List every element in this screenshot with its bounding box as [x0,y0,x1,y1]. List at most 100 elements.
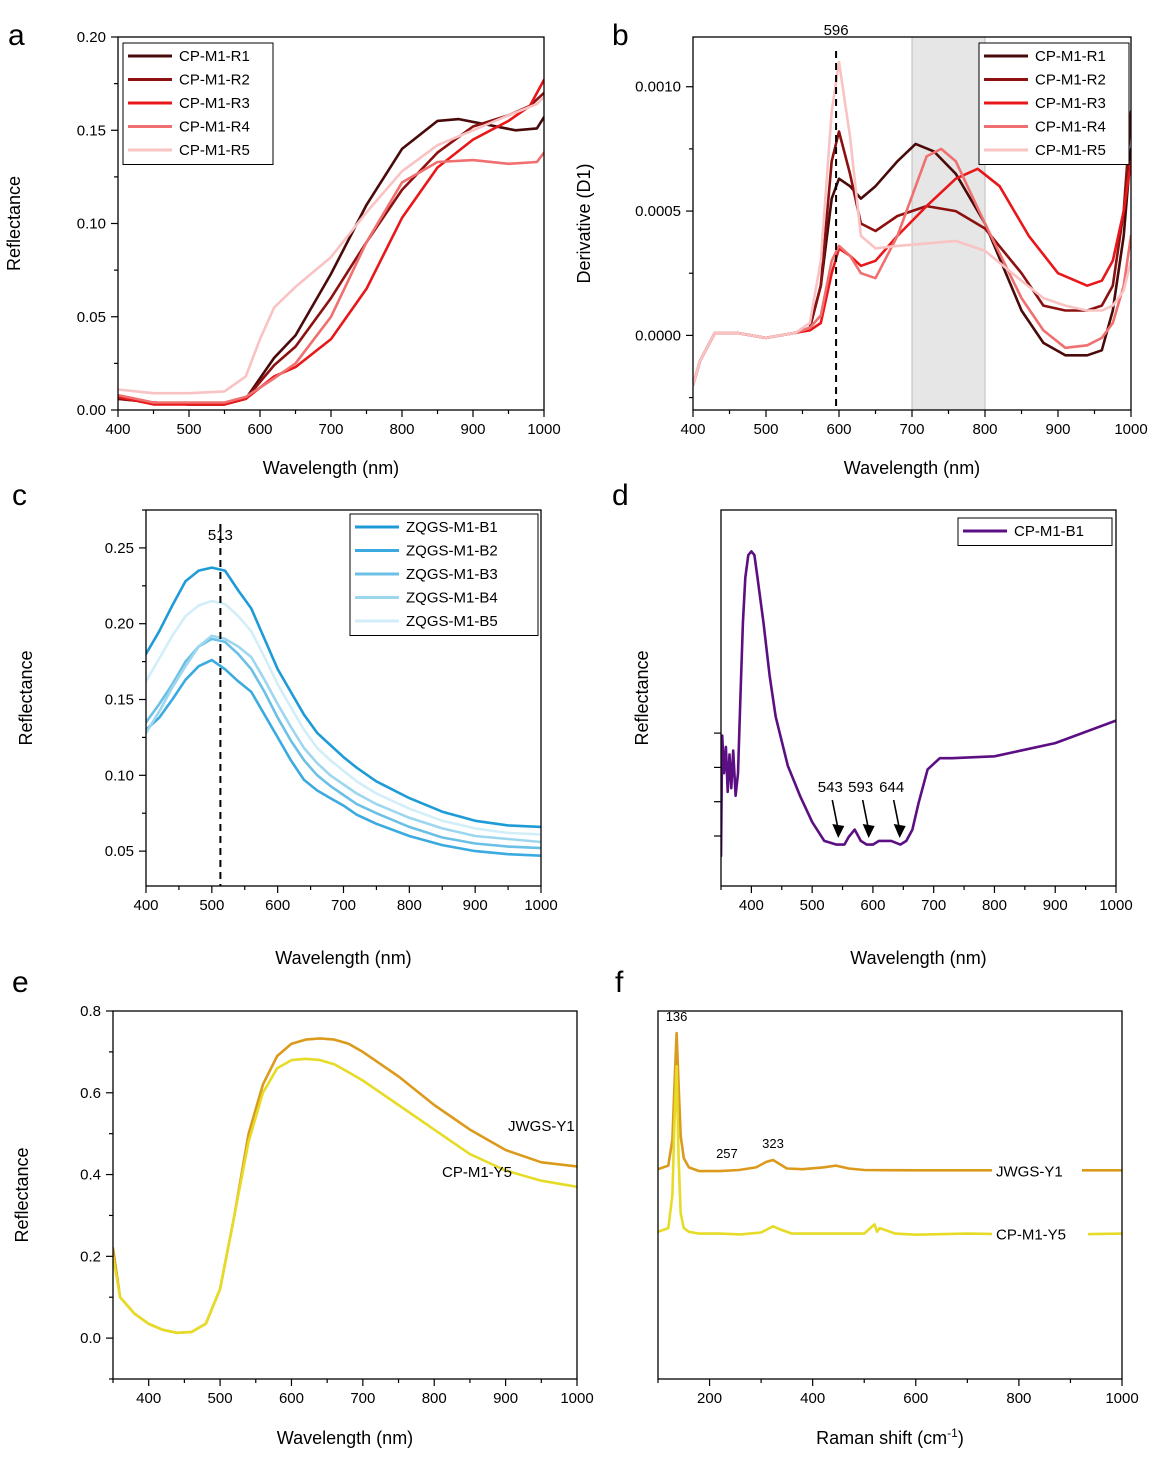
x-tick-label: 400 [739,897,764,914]
y-axis-title: Reflectance [632,650,652,745]
legend-label: CP-M1-R5 [179,142,250,159]
series-group [146,566,541,857]
legend-label: CP-M1-R1 [179,48,250,65]
x-tick-label: 1000 [524,897,557,914]
series-group [113,1037,577,1335]
x-axis-title-sup: -1 [947,1426,958,1440]
y-tick-label: 0.05 [77,309,106,326]
x-tick-label: 500 [199,897,224,914]
y-tick-label: 0.10 [105,767,134,784]
y-axis-title: Reflectance [12,1147,32,1242]
x-tick-label: 800 [982,897,1007,914]
series-line-JWGS-Y1 [113,1037,577,1335]
x-tick-label: 800 [1006,1390,1031,1407]
x-tick-label: 500 [176,421,201,438]
legend: CP-M1-B1 [957,517,1113,546]
x-tick-label: 1000 [1105,1390,1138,1407]
legend-label: ZQGS-M1-B2 [406,543,498,560]
y-tick-label: 0.15 [105,692,134,709]
legend-label: CP-M1-B1 [1014,523,1084,540]
plot-frame [657,1010,1123,1380]
x-tick-label: 800 [397,897,422,914]
y-tick-label: 0.8 [80,1003,101,1020]
y-tick-label: 0.4 [80,1167,101,1184]
chart-panel-a: a 400 500 600 700 800 900 1000 0.00 0.05 0.10 0.15 0… [4,19,561,478]
arrow-label: 593 [848,779,873,796]
y-tick-label: 0.0000 [635,327,681,344]
series-label: JWGS-Y1 [996,1163,1063,1180]
x-tick-label: 900 [460,421,485,438]
peak-label: 323 [762,1136,784,1151]
x-axis-title: Raman shift (cm-1) [816,1426,964,1448]
x-tick-label: 500 [208,1390,233,1407]
x-tick-label: 800 [422,1390,447,1407]
y-tick-label: 0.25 [105,540,134,557]
x-tick-label: 500 [753,421,778,438]
chart-panel-b: b 596 400 500 600 700 800 900 1000 0.0000 0.0005 0.… [574,19,1148,478]
legend-label: ZQGS-M1-B3 [406,566,498,583]
series-line-ZQGS-M1-B2 [146,658,541,857]
label-bg [992,1221,1088,1246]
series-group [721,550,1116,858]
legend-label: ZQGS-M1-B5 [406,613,498,630]
panel-letter-b: b [612,19,629,52]
marker-label: 513 [208,527,233,544]
y-tick-label: 0.20 [105,616,134,633]
y-tick-label: 0.0010 [635,79,681,96]
arrow-label: 644 [879,779,904,796]
x-tick-label: 400 [800,1390,825,1407]
x-tick-label: 1000 [560,1390,593,1407]
series-group [118,78,544,406]
arrow-label: 543 [818,779,843,796]
y-axis-title: Reflectance [16,650,36,745]
legend-box [957,517,1113,546]
legend-label: CP-M1-R3 [179,95,250,112]
y-tick-label: 0.05 [105,843,134,860]
chart-panel-e: e 400 500 600 700 800 900 1000 0.0 0.2 0.4 0.6 0.8 Wa… [12,966,594,1448]
peak-label: 257 [716,1146,738,1161]
marker-label: 596 [824,22,849,39]
x-tick-label: 900 [1045,421,1070,438]
chart-panel-d: d 543 593 644 400 500 600 700 800 900 1000 Waveleng… [612,479,1133,968]
y-tick-label: 0.2 [80,1248,101,1265]
arrow-head [893,824,906,838]
x-tick-label: 600 [265,897,290,914]
x-tick-label: 1000 [1114,421,1147,438]
y-tick-label: 0.00 [77,402,106,419]
x-tick-label: 1000 [1099,897,1132,914]
series-label: CP-M1-Y5 [996,1227,1066,1244]
chart-panel-f: f 136 257 323 200 400 600 800 1000 Raman shift (c… [615,966,1139,1448]
plot-frame [112,1010,578,1380]
legend: CP-M1-R1 CP-M1-R2 CP-M1-R3 CP-M1-R4 CP-M1-R5 [978,42,1130,165]
x-tick-label: 600 [860,897,885,914]
series-line-JWGS-Y1 [658,1031,1122,1173]
x-axis-title: Wavelength (nm) [277,1428,413,1448]
legend-label: ZQGS-M1-B4 [406,590,498,607]
x-tick-label: 1000 [527,421,560,438]
arrow-head [832,824,845,838]
panel-letter-f: f [615,966,624,999]
series-group [693,60,1131,387]
x-tick-label: 600 [903,1390,928,1407]
x-tick-label: 700 [318,421,343,438]
x-tick-label: 700 [331,897,356,914]
x-tick-label: 900 [1043,897,1068,914]
x-tick-label: 600 [279,1390,304,1407]
y-tick-label: 0.6 [80,1085,101,1102]
x-tick-label: 500 [800,897,825,914]
x-axis-title-end: ) [958,1428,964,1448]
x-tick-label: 200 [697,1390,722,1407]
x-tick-label: 600 [826,421,851,438]
y-tick-label: 0.10 [77,216,106,233]
series-line-ZQGS-M1-B5 [146,599,541,836]
x-axis-title: Wavelength (nm) [844,458,980,478]
x-tick-label: 800 [972,421,997,438]
y-axis-title: Derivative (D1) [574,163,594,283]
legend-label: CP-M1-R1 [1035,48,1106,65]
legend-label: CP-M1-R3 [1035,95,1106,112]
y-tick-label: 0.0005 [635,203,681,220]
x-tick-label: 700 [899,421,924,438]
series-label: JWGS-Y1 [508,1118,575,1135]
peak-label: 136 [666,1009,688,1024]
